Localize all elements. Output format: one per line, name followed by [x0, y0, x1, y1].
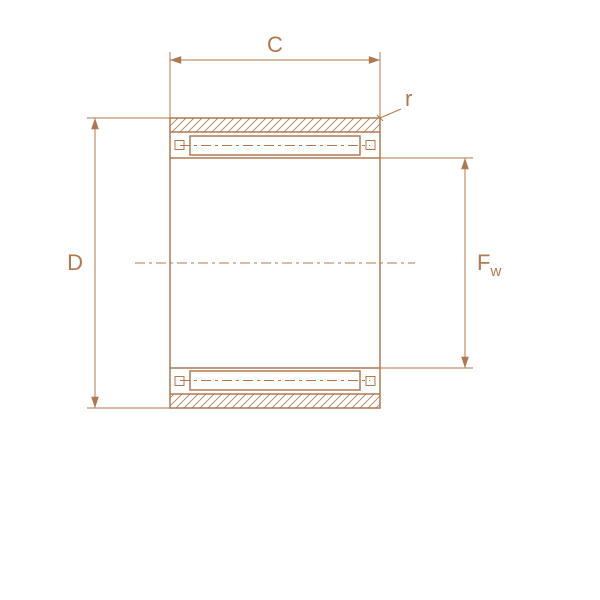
arrowhead — [461, 357, 469, 368]
arrowhead — [170, 56, 181, 64]
dim-d-label: D — [67, 250, 83, 275]
label-r-leader — [380, 109, 401, 118]
bearing-cross-section-diagram: C D Fw r — [0, 0, 600, 600]
hatch-bottom — [170, 394, 380, 408]
cage-end-1 — [366, 141, 375, 150]
label-r: r — [405, 86, 412, 111]
cage-end-3 — [366, 377, 375, 386]
arrowhead — [369, 56, 380, 64]
arrowhead — [91, 118, 99, 129]
arrowhead — [91, 397, 99, 408]
dim-fw-label: Fw — [477, 250, 501, 280]
dim-c-label: C — [267, 32, 283, 57]
hatch-top — [170, 118, 380, 132]
arrowhead — [461, 158, 469, 169]
